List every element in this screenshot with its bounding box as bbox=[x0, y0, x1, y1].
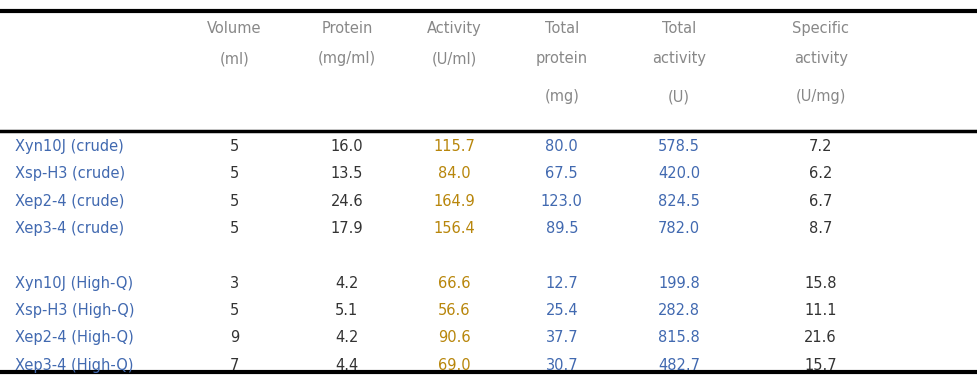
Text: (U): (U) bbox=[668, 89, 690, 105]
Text: (mg): (mg) bbox=[544, 89, 579, 105]
Text: 17.9: 17.9 bbox=[330, 221, 363, 236]
Text: 67.5: 67.5 bbox=[545, 166, 578, 181]
Text: 4.2: 4.2 bbox=[335, 276, 359, 291]
Text: Xep3-4 (High-Q): Xep3-4 (High-Q) bbox=[15, 358, 133, 373]
Text: Xep2-4 (crude): Xep2-4 (crude) bbox=[15, 193, 124, 209]
Text: 199.8: 199.8 bbox=[658, 276, 700, 291]
Text: Total: Total bbox=[544, 21, 579, 36]
Text: 25.4: 25.4 bbox=[545, 303, 578, 318]
Text: (U/mg): (U/mg) bbox=[795, 89, 846, 105]
Text: 7: 7 bbox=[230, 358, 239, 373]
Text: (mg/ml): (mg/ml) bbox=[318, 51, 376, 66]
Text: 4.4: 4.4 bbox=[335, 358, 359, 373]
Text: 5: 5 bbox=[230, 303, 239, 318]
Text: Protein: Protein bbox=[321, 21, 372, 36]
Text: Xsp-H3 (High-Q): Xsp-H3 (High-Q) bbox=[15, 303, 134, 318]
Text: 80.0: 80.0 bbox=[545, 139, 578, 154]
Text: 30.7: 30.7 bbox=[545, 358, 578, 373]
Text: (U/ml): (U/ml) bbox=[432, 51, 477, 66]
Text: 123.0: 123.0 bbox=[541, 193, 582, 209]
Text: 4.2: 4.2 bbox=[335, 330, 359, 345]
Text: 66.6: 66.6 bbox=[438, 276, 471, 291]
Text: 15.7: 15.7 bbox=[804, 358, 837, 373]
Text: 11.1: 11.1 bbox=[804, 303, 837, 318]
Text: Total: Total bbox=[661, 21, 697, 36]
Text: (ml): (ml) bbox=[220, 51, 249, 66]
Text: Xep3-4 (crude): Xep3-4 (crude) bbox=[15, 221, 124, 236]
Text: 156.4: 156.4 bbox=[434, 221, 475, 236]
Text: protein: protein bbox=[535, 51, 588, 66]
Text: 15.8: 15.8 bbox=[804, 276, 837, 291]
Text: Xyn10J (crude): Xyn10J (crude) bbox=[15, 139, 123, 154]
Text: 6.2: 6.2 bbox=[809, 166, 832, 181]
Text: Specific: Specific bbox=[792, 21, 849, 36]
Text: 37.7: 37.7 bbox=[545, 330, 578, 345]
Text: 84.0: 84.0 bbox=[438, 166, 471, 181]
Text: 5: 5 bbox=[230, 139, 239, 154]
Text: 5: 5 bbox=[230, 221, 239, 236]
Text: 482.7: 482.7 bbox=[658, 358, 700, 373]
Text: 13.5: 13.5 bbox=[330, 166, 363, 181]
Text: 21.6: 21.6 bbox=[804, 330, 837, 345]
Text: 5.1: 5.1 bbox=[335, 303, 359, 318]
Text: 90.6: 90.6 bbox=[438, 330, 471, 345]
Text: 282.8: 282.8 bbox=[658, 303, 700, 318]
Text: 815.8: 815.8 bbox=[658, 330, 700, 345]
Text: 164.9: 164.9 bbox=[434, 193, 475, 209]
Text: 420.0: 420.0 bbox=[658, 166, 701, 181]
Text: activity: activity bbox=[652, 51, 706, 66]
Text: 5: 5 bbox=[230, 166, 239, 181]
Text: 89.5: 89.5 bbox=[545, 221, 578, 236]
Text: 3: 3 bbox=[230, 276, 239, 291]
Text: 6.7: 6.7 bbox=[809, 193, 832, 209]
Text: 69.0: 69.0 bbox=[438, 358, 471, 373]
Text: 578.5: 578.5 bbox=[658, 139, 700, 154]
Text: Volume: Volume bbox=[207, 21, 262, 36]
Text: 115.7: 115.7 bbox=[434, 139, 475, 154]
Text: Activity: Activity bbox=[427, 21, 482, 36]
Text: 12.7: 12.7 bbox=[545, 276, 578, 291]
Text: 16.0: 16.0 bbox=[330, 139, 363, 154]
Text: activity: activity bbox=[793, 51, 848, 66]
Text: 56.6: 56.6 bbox=[438, 303, 471, 318]
Text: Xep2-4 (High-Q): Xep2-4 (High-Q) bbox=[15, 330, 134, 345]
Text: 5: 5 bbox=[230, 193, 239, 209]
Text: Xyn10J (High-Q): Xyn10J (High-Q) bbox=[15, 276, 133, 291]
Text: 8.7: 8.7 bbox=[809, 221, 832, 236]
Text: 24.6: 24.6 bbox=[330, 193, 363, 209]
Text: 824.5: 824.5 bbox=[658, 193, 700, 209]
Text: Xsp-H3 (crude): Xsp-H3 (crude) bbox=[15, 166, 125, 181]
Text: 9: 9 bbox=[230, 330, 239, 345]
Text: 782.0: 782.0 bbox=[658, 221, 701, 236]
Text: 7.2: 7.2 bbox=[809, 139, 832, 154]
